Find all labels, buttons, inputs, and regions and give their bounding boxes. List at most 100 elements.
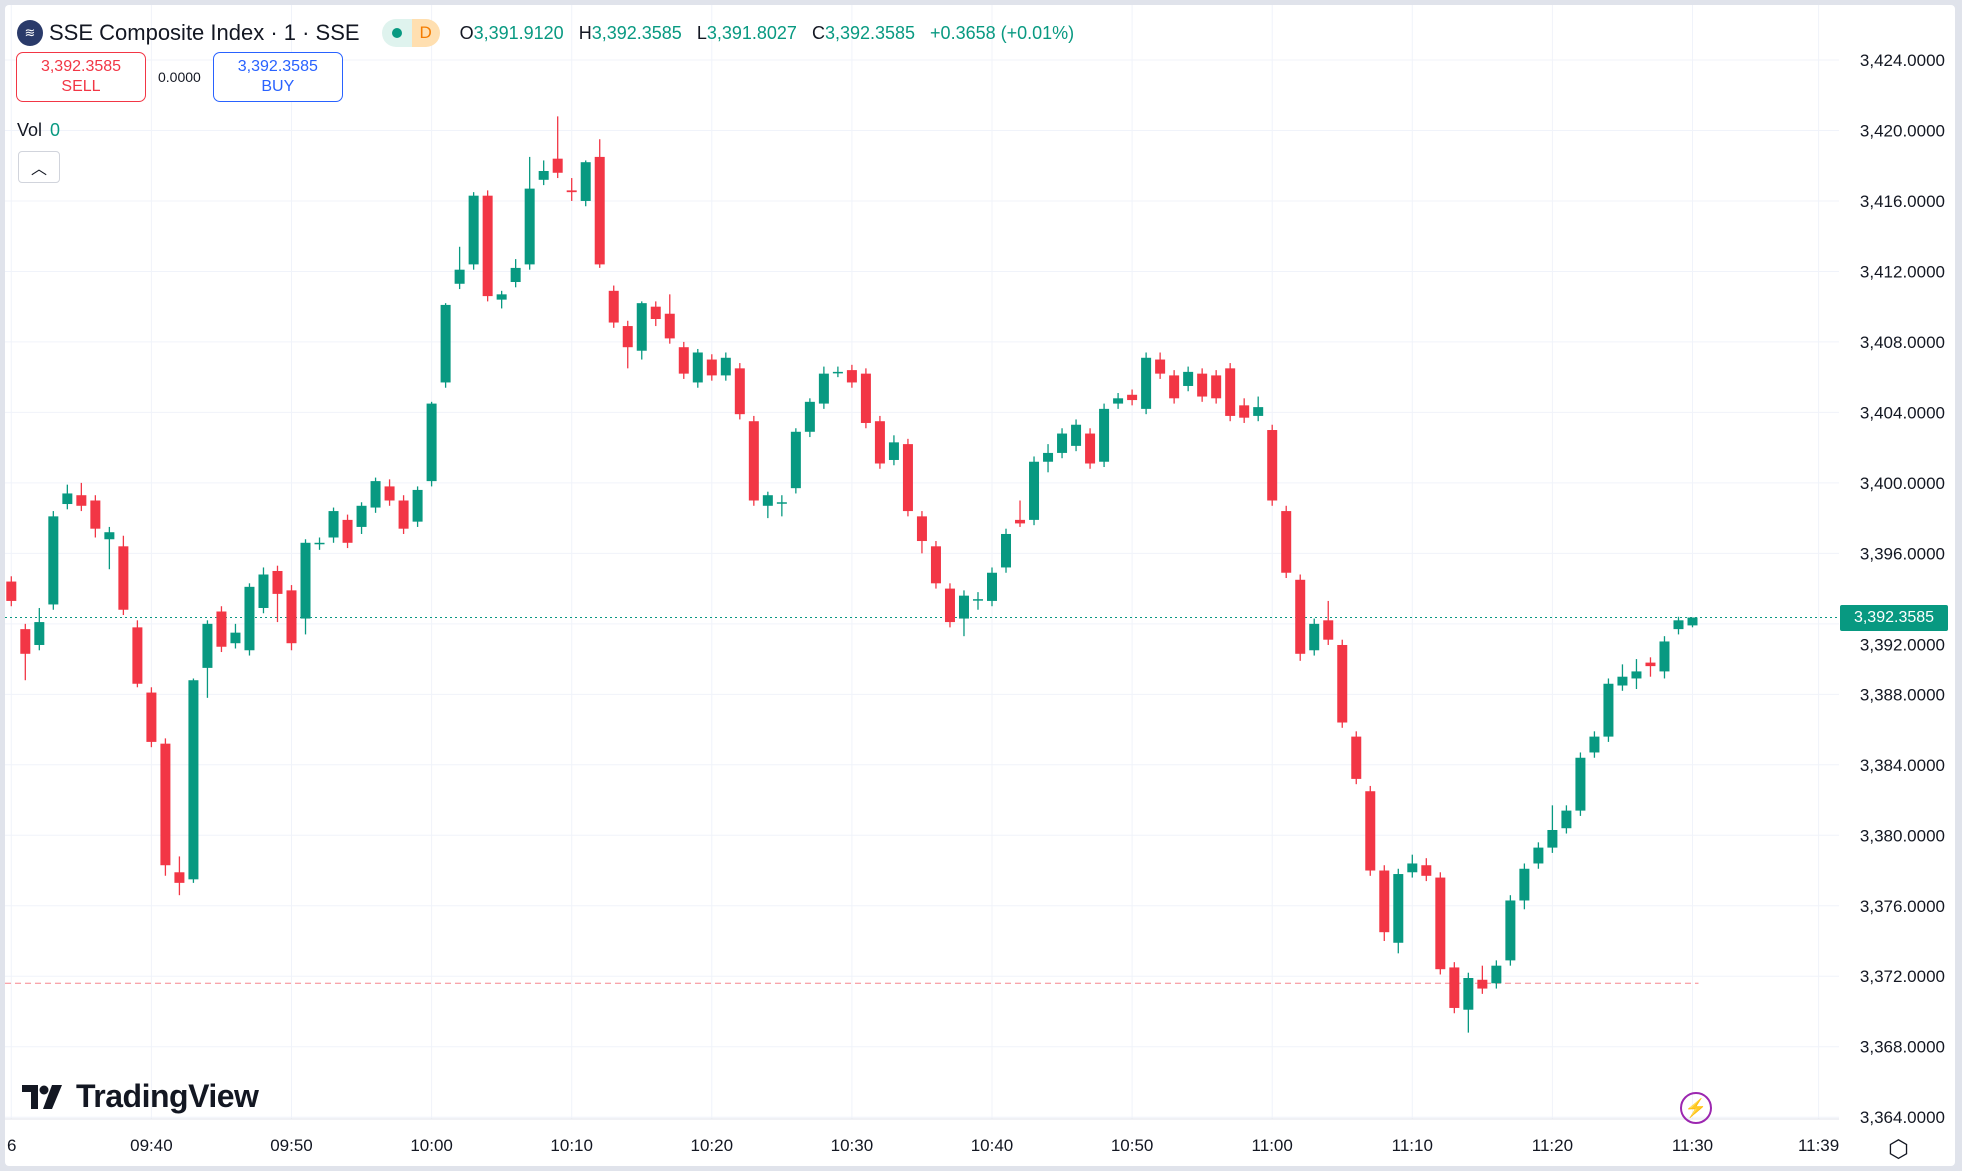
chart-window: 3,424.0000 3,420.0000 3,416.0000 3,412.0000…: [5, 5, 1955, 1166]
close-label: C: [811, 22, 825, 43]
buy-button[interactable]: 3,392.3585 BUY: [212, 52, 343, 102]
candle-body: [874, 421, 885, 464]
candle-body: [1379, 870, 1390, 933]
candle-body: [104, 532, 115, 540]
collapse-legend-button[interactable]: ︿: [18, 151, 60, 183]
close-value: 3,392.3585: [824, 22, 916, 43]
candle-body: [622, 326, 633, 348]
candle-body: [1309, 623, 1320, 651]
trade-panel: 3,392.3585 SELL 0.0000 3,392.3585 BUY: [16, 52, 343, 102]
candle-body: [1253, 407, 1264, 416]
candle-body: [748, 421, 759, 501]
x-tick-label: 10:30: [831, 1136, 874, 1155]
candle-body: [902, 444, 913, 512]
x-tick-label: 10:20: [691, 1136, 734, 1155]
candle-body: [300, 542, 311, 619]
market-status-badge[interactable]: D: [381, 19, 440, 47]
candle-body: [1547, 829, 1558, 848]
candle-body: [76, 495, 87, 506]
candle-body: [342, 519, 353, 543]
candle-body: [566, 190, 577, 193]
gear-icon[interactable]: ⬡: [1888, 1136, 1909, 1163]
symbol-title[interactable]: SSE Composite Index · 1 · SSE: [49, 20, 360, 45]
candle-body: [958, 595, 969, 619]
x-tick-label: 11:10: [1392, 1136, 1433, 1155]
candle-body: [804, 401, 815, 432]
candle-body: [916, 516, 927, 542]
candle-body: [286, 590, 297, 644]
candle-body: [314, 542, 325, 545]
y-tick-label: 3,388.0000: [1860, 685, 1945, 704]
y-tick-label: 3,368.0000: [1860, 1038, 1945, 1057]
candle-body: [510, 267, 521, 283]
candle-body: [216, 611, 227, 647]
candlestick-chart[interactable]: 3,424.0000 3,420.0000 3,416.0000 3,412.0000…: [5, 5, 1955, 1166]
candle-body: [818, 373, 829, 404]
candle-body: [972, 599, 983, 601]
x-tick-label: 10:50: [1111, 1136, 1154, 1155]
candle-body: [20, 629, 31, 654]
candle-body: [1015, 519, 1026, 524]
sell-button[interactable]: 3,392.3585 SELL: [16, 52, 146, 102]
candle-body: [1589, 736, 1600, 753]
y-tick-label: 3,408.0000: [1860, 333, 1945, 352]
candle-body: [538, 171, 549, 180]
candle-body: [412, 489, 423, 522]
candle-body: [944, 588, 955, 623]
candle-body: [328, 511, 339, 538]
candle-body: [664, 313, 675, 339]
tradingview-logo[interactable]: TradingView: [22, 1078, 259, 1115]
candle-body: [230, 632, 241, 644]
candle-body: [1225, 368, 1236, 416]
buy-price: 3,392.3585: [237, 58, 318, 75]
candle-body: [370, 481, 381, 508]
y-tick-label: 3,380.0000: [1860, 826, 1945, 845]
candle-body: [118, 546, 129, 610]
candle-body: [762, 495, 773, 506]
candle-body: [1687, 617, 1698, 626]
candle-body: [860, 373, 871, 423]
candle-body: [426, 403, 437, 482]
candle-body: [636, 303, 647, 351]
x-tick-label: 11:30: [1672, 1136, 1713, 1155]
lightning-icon[interactable]: ⚡: [1680, 1092, 1712, 1124]
candle-body: [132, 627, 143, 684]
candle-body: [356, 505, 367, 527]
candle-body: [1141, 357, 1152, 409]
x-tick-label: 09:40: [130, 1136, 173, 1155]
candle-body: [202, 623, 213, 668]
tradingview-logo-icon: [22, 1084, 62, 1109]
candle-body: [1155, 359, 1166, 374]
candle-body: [524, 188, 535, 265]
high-label: H: [578, 22, 592, 43]
candle-body: [468, 195, 479, 265]
x-tick-label: 6: [7, 1136, 16, 1155]
y-tick-label: 3,400.0000: [1860, 474, 1945, 493]
x-tick-label: 11:39: [1798, 1136, 1839, 1155]
high-value: 3,392.3585: [591, 22, 682, 43]
candle-body: [146, 692, 157, 742]
candle-body: [1127, 394, 1138, 401]
candle-body: [48, 516, 59, 605]
candle-body: [1099, 408, 1110, 462]
candle-body: [188, 680, 199, 880]
candle-body: [1645, 662, 1656, 667]
candle-body: [1239, 405, 1250, 418]
x-tick-label: 10:00: [410, 1136, 453, 1155]
candle-body: [790, 431, 801, 489]
candle-body: [1323, 620, 1334, 640]
volume-legend: Vol 0: [17, 120, 60, 141]
candle-body: [1533, 847, 1544, 864]
candle-body: [1365, 791, 1376, 871]
candle-body: [832, 371, 843, 374]
candle-body: [650, 306, 661, 320]
change-value: +0.3658 (+0.01%): [930, 22, 1075, 43]
candle-body: [454, 269, 465, 284]
buy-label: BUY: [261, 78, 295, 95]
y-tick-label: 3,396.0000: [1860, 544, 1945, 563]
y-tick-label: 3,364.0000: [1860, 1108, 1945, 1127]
low-label: L: [696, 22, 707, 43]
candle-body: [440, 304, 451, 383]
delayed-badge: D: [411, 19, 440, 47]
volume-value: 0: [50, 120, 61, 140]
